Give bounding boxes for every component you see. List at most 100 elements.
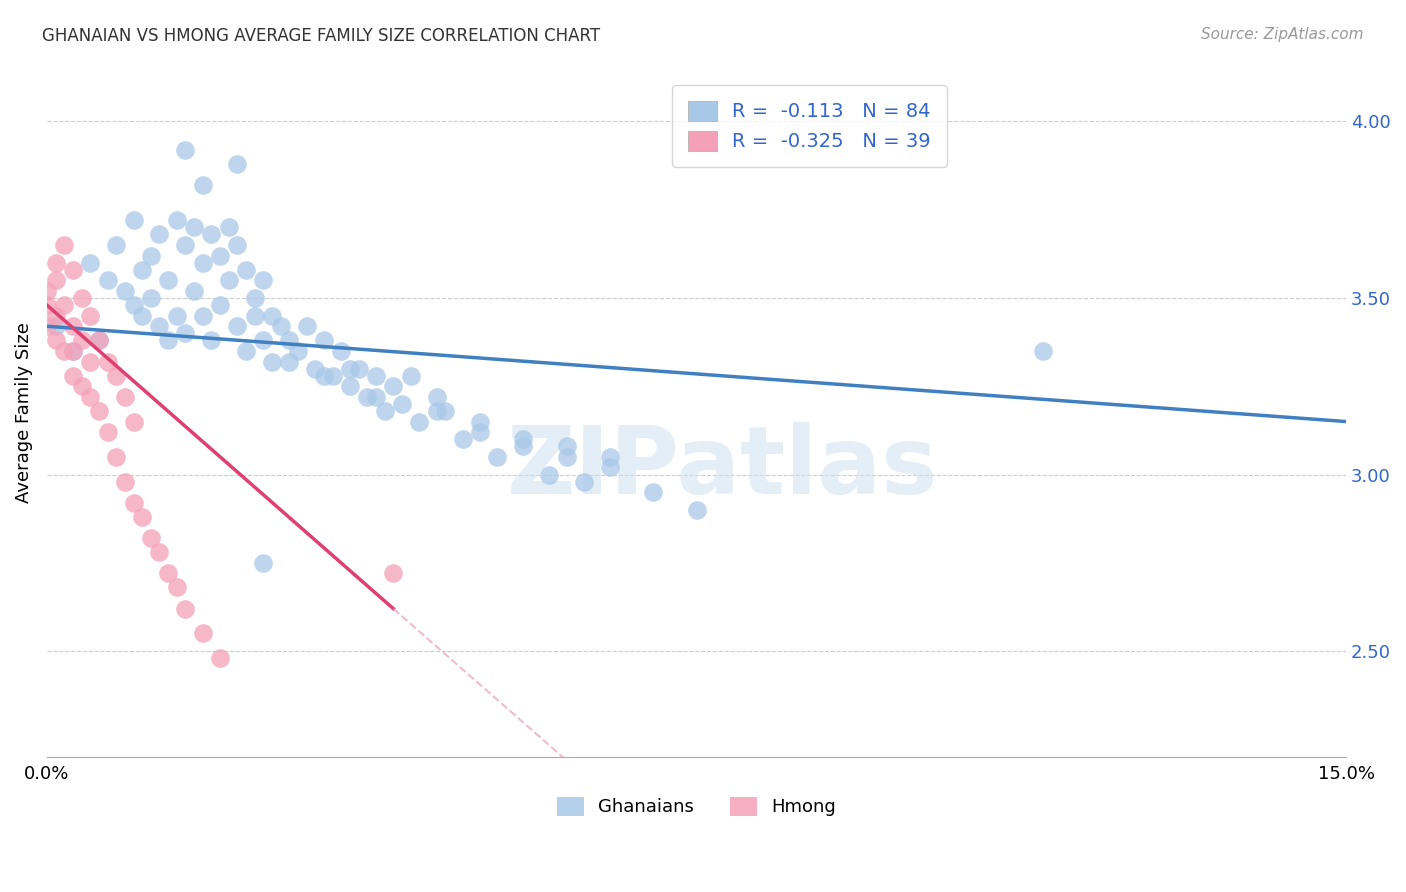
Point <box>235 343 257 358</box>
Point <box>312 334 335 348</box>
Point <box>391 397 413 411</box>
Point <box>114 390 136 404</box>
Point <box>174 326 197 341</box>
Point <box>599 460 621 475</box>
Point <box>322 368 344 383</box>
Point <box>426 404 449 418</box>
Point <box>62 343 84 358</box>
Point <box>96 273 118 287</box>
Point <box>148 545 170 559</box>
Point <box>382 566 405 581</box>
Point <box>538 467 561 482</box>
Point <box>643 485 665 500</box>
Point <box>131 309 153 323</box>
Point <box>468 425 491 439</box>
Point <box>35 284 58 298</box>
Point <box>451 432 474 446</box>
Point <box>200 334 222 348</box>
Point <box>270 319 292 334</box>
Point <box>312 368 335 383</box>
Point <box>408 415 430 429</box>
Point <box>262 354 284 368</box>
Point <box>70 291 93 305</box>
Point <box>79 354 101 368</box>
Point <box>191 309 214 323</box>
Point <box>434 404 457 418</box>
Point <box>382 379 405 393</box>
Point <box>148 227 170 242</box>
Point <box>157 273 180 287</box>
Point <box>174 238 197 252</box>
Point <box>62 319 84 334</box>
Point <box>62 368 84 383</box>
Point <box>209 651 232 665</box>
Point <box>87 404 110 418</box>
Point <box>278 334 301 348</box>
Point <box>45 256 67 270</box>
Point <box>235 262 257 277</box>
Point <box>278 354 301 368</box>
Point <box>105 368 128 383</box>
Legend: Ghanaians, Hmong: Ghanaians, Hmong <box>550 789 844 823</box>
Point <box>200 227 222 242</box>
Point <box>226 319 249 334</box>
Point <box>209 249 232 263</box>
Point <box>218 220 240 235</box>
Point <box>183 220 205 235</box>
Point <box>243 309 266 323</box>
Point <box>45 319 67 334</box>
Point <box>53 298 76 312</box>
Point <box>70 334 93 348</box>
Point <box>287 343 309 358</box>
Point <box>685 503 707 517</box>
Point <box>218 273 240 287</box>
Point <box>364 368 387 383</box>
Point <box>555 450 578 464</box>
Point <box>252 556 274 570</box>
Point <box>209 298 232 312</box>
Point <box>70 379 93 393</box>
Point <box>105 450 128 464</box>
Point <box>512 432 534 446</box>
Point <box>96 425 118 439</box>
Point <box>226 157 249 171</box>
Point <box>252 273 274 287</box>
Point <box>35 298 58 312</box>
Point <box>114 284 136 298</box>
Point <box>330 343 353 358</box>
Point <box>426 390 449 404</box>
Text: ZIPatlas: ZIPatlas <box>506 422 938 514</box>
Text: GHANAIAN VS HMONG AVERAGE FAMILY SIZE CORRELATION CHART: GHANAIAN VS HMONG AVERAGE FAMILY SIZE CO… <box>42 27 600 45</box>
Point <box>79 390 101 404</box>
Point <box>399 368 422 383</box>
Point <box>468 415 491 429</box>
Point <box>62 262 84 277</box>
Point <box>174 143 197 157</box>
Point <box>131 262 153 277</box>
Point <box>157 334 180 348</box>
Point <box>1032 343 1054 358</box>
Point <box>262 309 284 323</box>
Y-axis label: Average Family Size: Average Family Size <box>15 322 32 503</box>
Point <box>114 475 136 489</box>
Point <box>131 509 153 524</box>
Point <box>191 626 214 640</box>
Point <box>166 309 188 323</box>
Point <box>53 238 76 252</box>
Point <box>45 334 67 348</box>
Point <box>374 404 396 418</box>
Point <box>122 298 145 312</box>
Point <box>122 213 145 227</box>
Point <box>174 601 197 615</box>
Point <box>356 390 378 404</box>
Point <box>364 390 387 404</box>
Point <box>339 379 361 393</box>
Point <box>45 309 67 323</box>
Point <box>486 450 509 464</box>
Point <box>53 343 76 358</box>
Point <box>555 439 578 453</box>
Point <box>87 334 110 348</box>
Point <box>295 319 318 334</box>
Point <box>191 178 214 192</box>
Point <box>122 496 145 510</box>
